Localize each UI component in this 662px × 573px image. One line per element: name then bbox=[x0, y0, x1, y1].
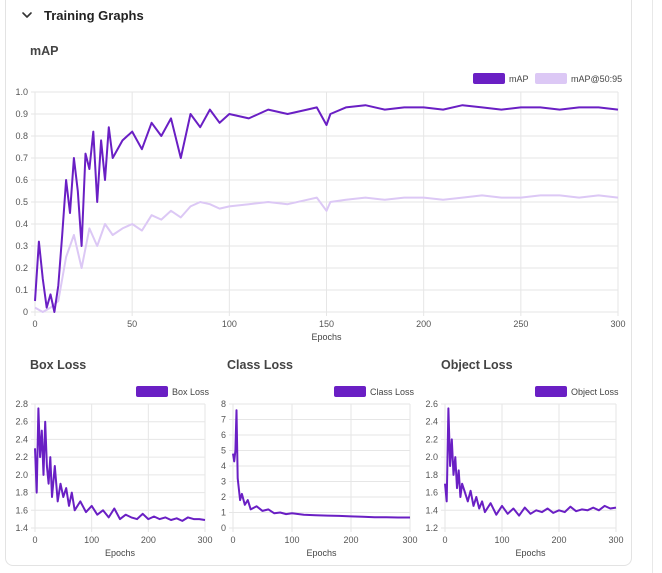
object-xtick-label: 200 bbox=[551, 535, 566, 545]
map-ytick-label: 0 bbox=[23, 307, 28, 317]
box-legend-swatch bbox=[136, 386, 168, 397]
map-ytick-label: 0.3 bbox=[15, 241, 28, 251]
map-xtick-label: 0 bbox=[32, 319, 37, 329]
object-loss-chart: 1.2 1.4 1.6 1.8 2.0 2.2 2.4 2.6 0 100 200 300 Epochs… bbox=[425, 386, 624, 558]
box-loss-chart: 1.4 1.6 1.8 2.0 2.2 2.4 2.6 2.8 0 100 200 300 Epochs… bbox=[15, 386, 213, 558]
class-xtick-label: 200 bbox=[343, 535, 358, 545]
map-xtick-label: 250 bbox=[513, 319, 528, 329]
class-ytick-label: 8 bbox=[221, 399, 226, 409]
class-legend-label: Class Loss bbox=[370, 387, 415, 397]
map-xtick-label: 200 bbox=[416, 319, 431, 329]
object-ytick-label: 2.0 bbox=[425, 452, 438, 462]
object-ytick-label: 2.2 bbox=[425, 434, 438, 444]
class-loss-chart-title: Class Loss bbox=[227, 358, 294, 372]
box-xtick-label: 100 bbox=[84, 535, 99, 545]
object-legend-swatch bbox=[535, 386, 567, 397]
class-ytick-label: 1 bbox=[221, 508, 226, 518]
map-ytick-label: 1.0 bbox=[15, 87, 28, 97]
map-legend-label: mAP bbox=[509, 74, 529, 84]
map-ytick-label: 0.1 bbox=[15, 285, 28, 295]
class-xtick-label: 300 bbox=[402, 535, 417, 545]
map-ytick-label: 0.4 bbox=[15, 219, 28, 229]
map-xtick-label: 50 bbox=[127, 319, 137, 329]
section-header[interactable]: Training Graphs bbox=[18, 4, 144, 26]
object-xtick-label: 300 bbox=[608, 535, 623, 545]
map-xtick-label: 300 bbox=[610, 319, 625, 329]
training-graphs-panel: Training Graphs mAP Box Loss Class Loss … bbox=[5, 0, 632, 566]
section-title: Training Graphs bbox=[44, 7, 144, 23]
box-xtick-label: 0 bbox=[32, 535, 37, 545]
box-ytick-label: 2.6 bbox=[15, 417, 28, 427]
class-legend-swatch bbox=[334, 386, 366, 397]
map-series-line bbox=[34, 104, 619, 313]
map-xtick-label: 150 bbox=[319, 319, 334, 329]
map-xtick-label: 100 bbox=[222, 319, 237, 329]
class-xaxis-label: Epochs bbox=[306, 548, 337, 558]
map-chart-title: mAP bbox=[30, 44, 59, 58]
object-ytick-label: 2.6 bbox=[425, 399, 438, 409]
class-loss-chart: 0 1 2 3 4 5 6 7 8 0 100 200 300 Epochs Class Loss bbox=[221, 386, 418, 558]
class-ytick-label: 6 bbox=[221, 430, 226, 440]
box-xaxis-label: Epochs bbox=[105, 548, 136, 558]
map-chart: 0 0.1 0.2 0.3 0.4 0.5 0.6 0.7 0.8 0.9 1.0 0 50 100 150… bbox=[15, 73, 626, 342]
class-ytick-label: 4 bbox=[221, 461, 226, 471]
scrollbar-track[interactable] bbox=[652, 0, 653, 573]
box-ytick-label: 2.4 bbox=[15, 434, 28, 444]
box-ytick-label: 1.4 bbox=[15, 523, 28, 533]
object-ytick-label: 1.4 bbox=[425, 505, 438, 515]
class-ytick-label: 7 bbox=[221, 415, 226, 425]
object-xaxis-label: Epochs bbox=[515, 548, 546, 558]
box-ytick-label: 2.0 bbox=[15, 470, 28, 480]
box-ytick-label: 2.8 bbox=[15, 399, 28, 409]
object-series-line bbox=[444, 407, 617, 517]
map-series-line bbox=[34, 194, 619, 313]
object-ytick-label: 1.6 bbox=[425, 488, 438, 498]
class-xtick-label: 0 bbox=[230, 535, 235, 545]
box-legend-label: Box Loss bbox=[172, 387, 210, 397]
class-ytick-label: 5 bbox=[221, 446, 226, 456]
map-ytick-label: 0.9 bbox=[15, 109, 28, 119]
map-legend-swatch bbox=[535, 73, 567, 84]
class-ytick-label: 0 bbox=[221, 523, 226, 533]
box-ytick-label: 1.8 bbox=[15, 488, 28, 498]
chevron-down-icon[interactable] bbox=[18, 6, 36, 24]
box-series-line bbox=[34, 407, 206, 522]
object-ytick-label: 1.2 bbox=[425, 523, 438, 533]
class-ytick-label: 2 bbox=[221, 492, 226, 502]
object-legend-label: Object Loss bbox=[571, 387, 619, 397]
object-loss-chart-title: Object Loss bbox=[441, 358, 513, 372]
class-xtick-label: 100 bbox=[284, 535, 299, 545]
map-legend-swatch bbox=[473, 73, 505, 84]
object-xtick-label: 100 bbox=[494, 535, 509, 545]
box-ytick-label: 1.6 bbox=[15, 505, 28, 515]
class-ytick-label: 3 bbox=[221, 477, 226, 487]
box-loss-chart-title: Box Loss bbox=[30, 358, 87, 372]
object-ytick-label: 1.8 bbox=[425, 470, 438, 480]
map-ytick-label: 0.2 bbox=[15, 263, 28, 273]
map-xaxis-label: Epochs bbox=[311, 332, 342, 342]
box-xtick-label: 200 bbox=[141, 535, 156, 545]
map-ytick-label: 0.6 bbox=[15, 175, 28, 185]
map-legend-label: mAP@50:95 bbox=[571, 74, 622, 84]
map-ytick-label: 0.7 bbox=[15, 153, 28, 163]
object-ytick-label: 2.4 bbox=[425, 417, 438, 427]
class-series-line bbox=[232, 409, 410, 519]
box-xtick-label: 300 bbox=[197, 535, 212, 545]
box-ytick-label: 2.2 bbox=[15, 452, 28, 462]
map-ytick-label: 0.8 bbox=[15, 131, 28, 141]
object-xtick-label: 0 bbox=[442, 535, 447, 545]
map-ytick-label: 0.5 bbox=[15, 197, 28, 207]
